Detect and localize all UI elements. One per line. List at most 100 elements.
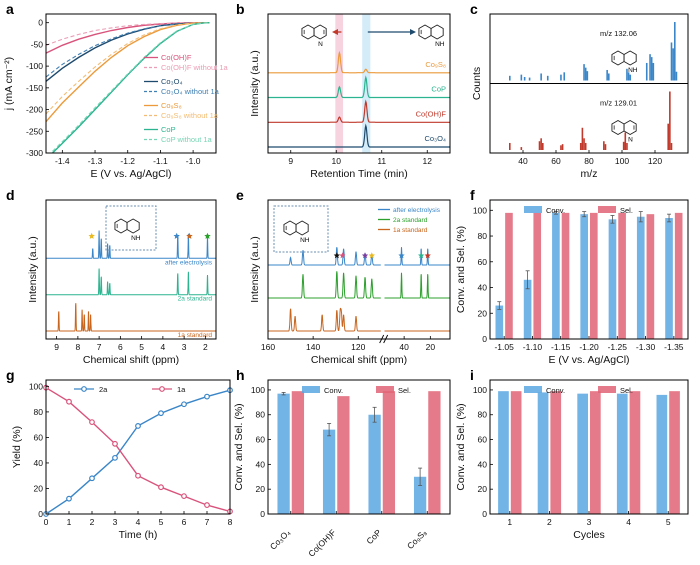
category-label: -1.05 [494,342,514,352]
x-tick-label: 4 [161,342,166,352]
panel-letter-h: h [236,367,245,383]
legend-entry: Co₉S₈ without 1a [161,111,219,120]
bar-Sel. [674,212,683,339]
legend-entry: Co₃O₄ [161,77,183,86]
chromatogram-Co₉S₈ [268,50,450,74]
bar-Sel. [505,212,513,339]
y-tick-label: 100 [29,381,43,391]
molecule-ring-pyridine [295,220,309,236]
molecule-n-atom: NH [628,67,638,74]
series-line-Co₉S₈ [45,22,210,123]
panel-c: m/z 132.06 NH m/z 129.01 Nc 40 60 80 100 120 m/z C… [470,1,689,180]
molecule-ring-pyridine [623,50,637,66]
category-label: CoP [364,527,383,546]
x-tick-label: 9 [288,156,293,166]
molecule-ring-pyridine [313,24,327,40]
legend-entry: Conv. [324,386,343,395]
bar-Conv. [413,476,427,514]
data-point-1a [181,493,187,500]
y-tick-label: 0 [38,509,43,519]
x-tick-label: 7 [205,517,210,527]
y-tick-label: 100 [473,205,487,215]
molecule-ring-pyridine [430,24,444,40]
legend-swatch [524,206,542,213]
bar-Sel. [590,391,601,514]
x-tick-label: 1 [67,517,72,527]
y-tick-label: 60 [34,432,44,442]
trace-label: 2a standard [178,296,213,303]
y-axis-label: Counts [471,67,483,100]
x-tick-label: 2 [203,342,208,352]
y-tick-label: 80 [34,407,44,417]
spectrum-label: m/z 129.01 [600,99,637,108]
y-tick-label: -100 [26,61,43,71]
x-axis-label: Chemical shift (ppm) [83,354,179,366]
trace-label: CoP [431,85,446,94]
legend-swatch [524,386,542,393]
y-tick-label: 0 [260,509,265,519]
data-point-2a [158,410,164,417]
bar-Sel. [618,212,626,339]
nmr-trace-2a standard [46,268,216,296]
legend-entry: 1a [177,385,186,394]
panel-d: after electrolysis 2a standard 1a standard… [6,187,217,366]
x-tick-label: -1.1 [153,156,168,166]
peak-marker-star [398,252,405,259]
x-tick-label: -1.2 [120,156,135,166]
y-axis-label: Conv. and Sel. (%) [455,403,467,490]
peak-marker-star [333,252,340,259]
y-tick-label: -300 [26,148,43,158]
bar-Sel. [291,391,305,514]
data-point-1a [112,440,118,447]
bar-Conv. [495,305,504,339]
panel-f: -1.05 -1.10 -1.15 -1.20 -1.25 -1.30 -1.35 Conv.… [455,187,689,366]
y-tick-label: 60 [478,257,488,267]
bar-Sel. [590,212,598,339]
y-tick-label: 20 [256,484,266,494]
x-tick-label: 60 [551,156,561,166]
bar-Sel. [533,212,542,339]
y-tick-label: 0 [482,334,487,344]
x-tick-label: 4 [136,517,141,527]
bar-Conv. [577,393,588,514]
trace-label: Co₃O₄ [424,134,446,143]
arrow-head [332,29,338,35]
panel-i: 1 2 3 4 5 Conv. Sel. i 0 20 40 60 80 100 Cycles Conv. a… [455,367,689,541]
data-point-1a [204,502,210,508]
y-axis-label: Conv. and Sel. (%) [455,226,467,313]
x-tick-label: 3 [182,342,187,352]
x-tick-label: 9 [54,342,59,352]
inset-box [105,205,157,251]
y-tick-label: 40 [478,459,488,469]
molecule-n-atom: N [318,41,323,48]
nmr-trace-2a standard [268,271,381,299]
y-tick-label: 60 [478,435,488,445]
x-tick-label: 7 [97,342,102,352]
legend-entry: Conv. [546,386,565,395]
nmr-trace-1a standard [46,303,216,332]
chromatogram-Co(OH)F [268,99,450,123]
bar-Conv. [616,393,628,514]
spectrum-label: m/z 132.06 [600,29,637,38]
legend-entry: after electrolysis [393,207,441,214]
panel-letter-d: d [6,187,15,203]
x-tick-label: 12 [423,156,433,166]
x-tick-label: 11 [377,156,386,166]
y-tick-label: 0 [482,509,487,519]
y-axis-label: Intensity (a.u.) [249,50,261,117]
y-axis-label: Yield (%) [11,426,23,468]
bar-Conv. [580,214,588,339]
y-tick-label: -250 [26,126,43,136]
category-label: Co(OH)F [306,527,337,558]
series-line-CoP without 1a [52,22,210,152]
peak-marker-star [173,232,180,239]
category-label: 5 [666,517,671,527]
bar-Conv. [656,394,668,514]
bar-Conv. [552,212,560,339]
panel-b: Co₉S₈ CoP Co(OH)F Co₃O₄ b 9 10 11 12 Retention Ti… [236,1,451,180]
data-point-1a [135,472,141,479]
legend-entry: Sel. [620,206,633,215]
legend-marker [159,386,165,392]
y-axis-label: Intensity (a.u.) [249,236,261,303]
category-label: -1.15 [551,342,571,352]
